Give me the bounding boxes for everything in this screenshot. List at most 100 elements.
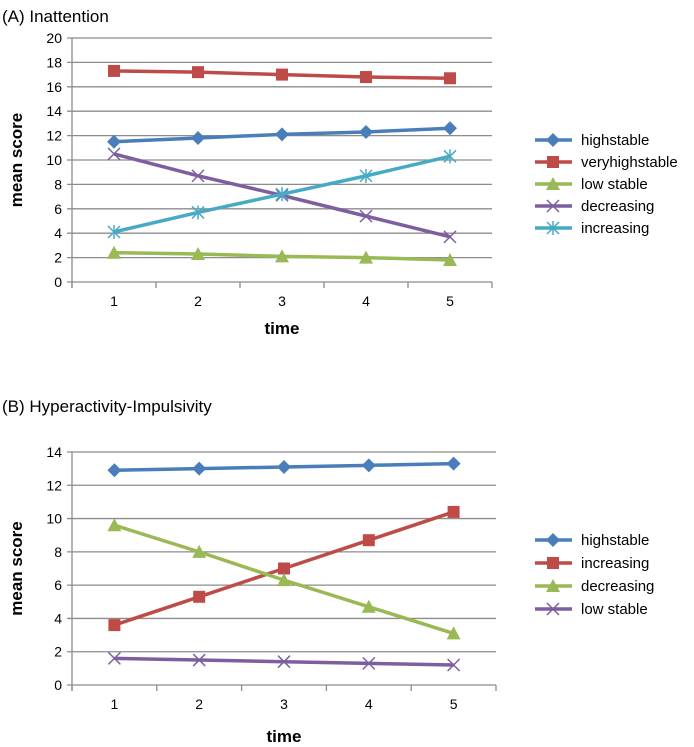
- data-point: [107, 224, 121, 239]
- data-point: [276, 68, 288, 81]
- legend-item: highstable: [535, 132, 649, 149]
- data-point: [192, 66, 204, 79]
- data-point: [107, 651, 121, 665]
- data-point: [107, 245, 121, 259]
- y-axis-label: mean score: [7, 521, 26, 616]
- legend-item: highstable: [535, 532, 649, 549]
- legend-label: low stable: [581, 601, 648, 618]
- legend-label: low stable: [581, 176, 648, 193]
- data-point: [359, 124, 373, 139]
- data-point: [362, 534, 375, 547]
- data-point: [277, 573, 291, 587]
- data-point: [192, 461, 207, 476]
- legend-item: low stable: [535, 176, 648, 193]
- series-increasing: [108, 505, 460, 632]
- data-point: [359, 168, 373, 183]
- y-tick-label: 0: [54, 677, 62, 693]
- legend-label: increasing: [581, 555, 649, 572]
- data-point: [108, 619, 121, 632]
- x-tick-label: 3: [280, 696, 288, 712]
- x-tick-label: 2: [195, 696, 203, 712]
- legend-item: increasing: [535, 220, 649, 237]
- x-tick-label: 5: [446, 293, 454, 309]
- y-axis-label: mean score: [7, 113, 26, 208]
- data-point: [192, 544, 207, 558]
- data-point: [192, 653, 206, 667]
- y-tick-label: 8: [54, 176, 62, 192]
- data-point: [443, 253, 457, 267]
- series-decreasing: [107, 518, 461, 640]
- data-point: [191, 169, 205, 183]
- legend-item: decreasing: [535, 578, 654, 595]
- series-low-stable: [107, 651, 461, 672]
- x-tick-label: 4: [365, 696, 373, 712]
- y-tick-label: 0: [54, 274, 62, 290]
- data-point: [277, 655, 291, 669]
- data-point: [362, 656, 376, 670]
- data-point: [359, 209, 373, 223]
- legend-marker: [546, 133, 560, 147]
- series-veryhighstable: [108, 64, 456, 85]
- series-increasing: [107, 149, 457, 239]
- y-tick-label: 14: [46, 444, 62, 460]
- data-point: [107, 518, 122, 532]
- legend-marker: [546, 602, 560, 616]
- data-point: [277, 459, 291, 474]
- data-point: [443, 121, 457, 136]
- x-tick-label: 2: [194, 293, 202, 309]
- x-tick-label: 1: [110, 293, 118, 309]
- data-point: [360, 71, 372, 84]
- legend-marker: [546, 177, 560, 190]
- y-tick-label: 12: [46, 477, 62, 493]
- data-point: [443, 149, 457, 164]
- legend-marker: [546, 199, 560, 213]
- data-point: [447, 658, 461, 672]
- legend-label: increasing: [581, 220, 649, 237]
- legend-marker: [546, 579, 560, 592]
- data-point: [193, 590, 206, 603]
- x-tick-label: 5: [450, 696, 458, 712]
- legend-label: veryhighstable: [581, 154, 678, 171]
- legend-label: highstable: [581, 532, 649, 549]
- chart-title: (B) Hyperactivity-Impulsivity: [2, 397, 212, 416]
- y-tick-label: 16: [46, 79, 62, 95]
- legend-label: highstable: [581, 132, 649, 149]
- data-point: [275, 187, 289, 202]
- y-tick-label: 14: [46, 103, 62, 119]
- y-tick-label: 18: [46, 54, 62, 70]
- legend-marker: [547, 557, 559, 569]
- x-axis-label: time: [267, 727, 302, 746]
- legend-item: decreasing: [535, 198, 654, 215]
- chart-b: (B) Hyperactivity-Impulsivity02468101214…: [2, 397, 654, 746]
- data-point: [444, 72, 456, 85]
- legend-marker: [546, 533, 560, 547]
- y-tick-label: 2: [54, 250, 62, 266]
- x-tick-label: 3: [278, 293, 286, 309]
- series-highstable: [107, 121, 457, 149]
- legend-label: decreasing: [581, 198, 654, 215]
- data-point: [107, 134, 121, 149]
- y-tick-label: 12: [46, 128, 62, 144]
- y-tick-label: 4: [54, 610, 62, 626]
- data-point: [107, 147, 121, 161]
- chart-title: (A) Inattention: [2, 7, 109, 26]
- y-tick-label: 8: [54, 544, 62, 560]
- y-tick-label: 4: [54, 225, 62, 241]
- legend-label: decreasing: [581, 578, 654, 595]
- data-point: [443, 230, 457, 244]
- x-tick-label: 1: [111, 696, 119, 712]
- x-tick-label: 4: [362, 293, 370, 309]
- data-point: [275, 249, 289, 263]
- legend-marker: [547, 156, 559, 168]
- data-point: [108, 64, 120, 77]
- series-highstable: [107, 456, 461, 478]
- legend-marker: [546, 221, 560, 235]
- data-point: [107, 463, 122, 478]
- y-tick-label: 6: [54, 201, 62, 217]
- data-point: [359, 250, 373, 264]
- data-point: [191, 205, 205, 220]
- y-tick-label: 10: [46, 511, 62, 527]
- series-low-stable: [107, 245, 457, 267]
